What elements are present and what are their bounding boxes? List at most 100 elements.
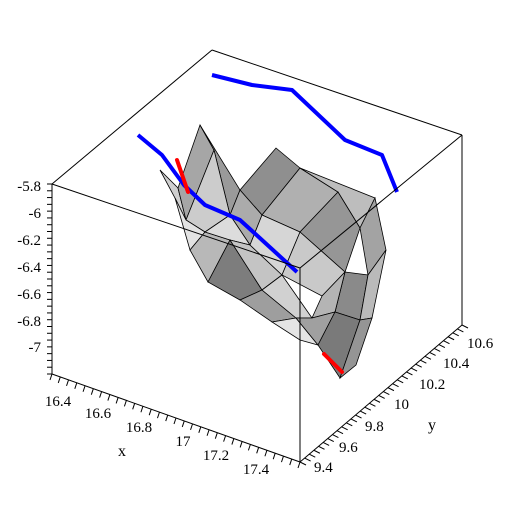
y-tick-mark <box>383 391 390 395</box>
z-axis-tick-labels: -5.8 -6 -6.2 -6.4 -6.6 -6.8 -7 <box>17 179 41 356</box>
x-tick-mark <box>272 453 276 460</box>
x-tick-label: 17.2 <box>203 448 229 464</box>
z-tick-label: -6.8 <box>17 314 41 330</box>
x-tick-mark <box>231 438 235 445</box>
x-tick-mark <box>49 373 53 381</box>
y-tick-mark <box>378 395 385 399</box>
z-tick-label: -6 <box>29 206 42 222</box>
z-tick-label: -6.6 <box>17 287 41 303</box>
blue-curve-surface <box>136 133 299 274</box>
x-tick-mark <box>156 411 160 419</box>
box-edge <box>51 183 301 269</box>
curves <box>136 73 399 374</box>
y-tick-mark <box>443 340 450 345</box>
y-tick-mark <box>332 434 339 439</box>
x-tick-mark <box>132 403 136 410</box>
y-tick-mark <box>396 379 404 384</box>
x-tick-mark <box>107 394 111 401</box>
y-tick-mark <box>387 387 395 392</box>
y-tick-mark <box>341 426 348 431</box>
box-edge <box>299 134 463 269</box>
y-tick-mark <box>406 371 413 376</box>
y-tick-mark <box>364 406 372 411</box>
z-tick-label: -7 <box>29 340 42 356</box>
x-tick-mark <box>99 391 103 398</box>
x-tick-mark <box>214 432 218 439</box>
x-tick-mark <box>206 429 210 436</box>
y-tick-label: 9.4 <box>314 460 333 476</box>
y-tick-mark <box>392 383 399 388</box>
x-tick-mark <box>82 385 86 392</box>
y-tick-mark <box>461 324 469 329</box>
box-edge <box>51 49 213 185</box>
x-tick-mark <box>190 423 194 431</box>
y-tick-mark <box>369 402 376 407</box>
box-edge <box>299 324 463 463</box>
box-edge <box>211 49 463 136</box>
y-tick-mark <box>299 461 307 466</box>
x-tick-mark <box>140 406 144 413</box>
y-tick-mark <box>447 336 455 341</box>
tick-marks <box>47 183 469 469</box>
x-tick-mark <box>90 388 94 395</box>
y-tick-label: 10.4 <box>443 356 470 372</box>
x-tick-mark <box>123 400 127 407</box>
y-tick-mark <box>355 414 362 419</box>
y-tick-mark <box>438 344 446 349</box>
x-tick-mark <box>148 409 152 416</box>
x-tick-label: 16.6 <box>85 406 112 422</box>
y-tick-label: 9.6 <box>339 440 358 456</box>
y-tick-label: 10.6 <box>467 336 494 352</box>
x-tick-mark <box>280 455 284 463</box>
x-tick-mark <box>239 441 243 448</box>
y-tick-mark <box>336 430 344 435</box>
x-tick-label: 17 <box>176 434 192 450</box>
y-tick-mark <box>318 445 325 450</box>
x-tick-mark <box>247 444 251 451</box>
y-tick-label: 9.8 <box>365 419 384 435</box>
y-tick-mark <box>373 398 381 403</box>
z-tick-label: -6.2 <box>17 233 41 249</box>
x-tick-mark <box>289 458 293 466</box>
y-tick-mark <box>327 438 334 442</box>
x-tick-mark <box>223 435 227 442</box>
y-tick-mark <box>359 410 367 415</box>
y-tick-label: 10 <box>394 397 409 413</box>
y-tick-label: 10.2 <box>419 377 445 393</box>
y-tick-mark <box>424 355 432 360</box>
x-tick-mark <box>173 417 177 425</box>
blue-curve-top <box>211 73 399 193</box>
x-axis-label: x <box>118 443 126 460</box>
red-segment <box>175 158 190 194</box>
red-segment <box>322 352 344 374</box>
y-tick-mark <box>313 449 321 454</box>
surface-mesh <box>159 124 387 380</box>
y-tick-mark <box>429 351 436 356</box>
z-tick-label: -6.4 <box>17 260 41 276</box>
x-tick-mark <box>74 382 78 389</box>
y-tick-mark <box>415 363 422 368</box>
y-tick-mark <box>322 441 330 446</box>
x-tick-label: 17.4 <box>243 462 270 478</box>
y-tick-mark <box>350 418 358 423</box>
y-tick-mark <box>457 328 464 333</box>
y-tick-mark <box>410 367 418 372</box>
x-axis-tick-labels: 16.4 16.6 16.8 17 17.2 17.4 x <box>45 394 270 478</box>
x-tick-mark <box>256 447 260 454</box>
y-tick-mark <box>420 359 427 364</box>
y-axis-label: y <box>428 417 436 434</box>
x-tick-label: 16.8 <box>126 420 152 436</box>
y-tick-mark <box>309 453 316 458</box>
x-tick-mark <box>264 450 268 457</box>
y-axis-tick-labels: 9.4 9.6 9.8 10 10.2 10.4 10.6 y <box>314 336 494 476</box>
y-tick-mark <box>304 457 311 462</box>
y-tick-mark <box>401 375 409 380</box>
x-tick-label: 16.4 <box>45 394 72 410</box>
x-tick-mark <box>297 461 301 469</box>
x-tick-mark <box>165 414 169 422</box>
x-tick-mark <box>198 426 202 433</box>
x-tick-mark <box>181 420 185 428</box>
z-tick-label: -5.8 <box>17 179 41 195</box>
